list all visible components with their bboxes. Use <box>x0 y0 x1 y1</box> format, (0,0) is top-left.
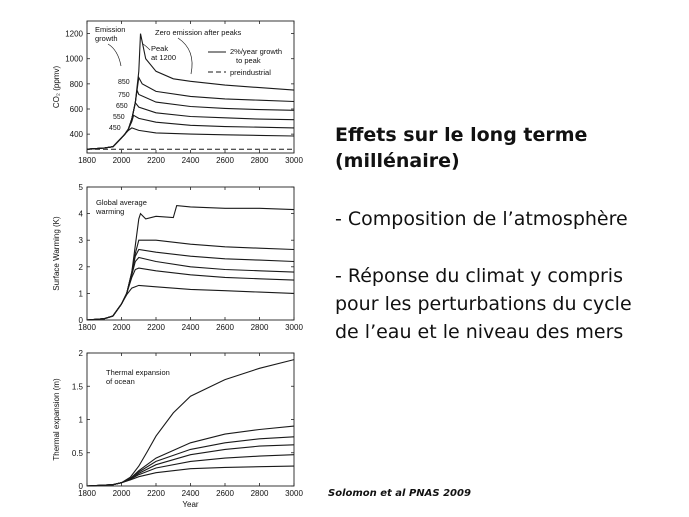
x-tick-label: 2600 <box>216 156 234 165</box>
bullet2-line-3: de l’eau et le niveau des mers <box>335 321 624 343</box>
x-tick-label: 2000 <box>113 323 131 332</box>
y-tick-label: 0 <box>79 482 84 491</box>
x-tick-label: 2200 <box>147 323 165 332</box>
chart-panel-2: 1800 2000 2200 2400 2600 2800 3000 0 1 2 3 4 5 Surfac… <box>52 183 303 332</box>
annotation-zero-emission: Zero emission after peaks <box>155 28 242 37</box>
legend-label-growth-line-1: 2%/year growth <box>230 47 282 56</box>
peak-label-850: 850 <box>118 79 130 86</box>
arrow-emission-growth <box>107 43 122 67</box>
peak-label-550: 550 <box>113 114 125 121</box>
annotation-peak-1200-2: at 1200 <box>151 53 176 62</box>
x-axis-label: Year <box>182 500 199 509</box>
x-tick-label: 2800 <box>251 323 269 332</box>
x-tick-label: 2200 <box>147 489 165 498</box>
x-tick-label: 2600 <box>216 489 234 498</box>
y-tick-label: 1 <box>79 289 84 298</box>
heading-line-1: Effets sur le long terme <box>335 124 588 146</box>
series-line-650 <box>86 256 295 321</box>
arrow-peak <box>142 43 151 51</box>
x-tick-label: 2400 <box>182 323 200 332</box>
y-tick-label: 2 <box>79 349 84 358</box>
x-tick-label: 3000 <box>285 489 303 498</box>
x-tick-label: 2200 <box>147 156 165 165</box>
bullet-climate-response: - Réponse du climat y compris pour les p… <box>335 262 680 346</box>
plot-frame <box>86 20 295 154</box>
y-axis-label: Thermal expansion (m) <box>52 378 61 461</box>
x-tick-label: 3000 <box>285 156 303 165</box>
series-line-550 <box>86 454 295 487</box>
series-line-650 <box>86 444 295 487</box>
citation: Solomon et al PNAS 2009 <box>328 488 471 499</box>
x-tick-label: 2400 <box>182 156 200 165</box>
slide-heading: Effets sur le long terme (millénaire) <box>335 122 675 174</box>
legend-label-preindustrial: preindustrial <box>230 68 271 77</box>
x-tick-label: 2600 <box>216 323 234 332</box>
y-tick-label: 3 <box>79 236 84 245</box>
bullet-atmosphere: - Composition de l’atmosphère <box>335 208 628 230</box>
peak-label-450: 450 <box>109 125 121 132</box>
series-line-1200 <box>86 205 295 321</box>
x-tick-label: 1800 <box>78 156 96 165</box>
x-tick-label: 2800 <box>251 156 269 165</box>
peak-label-650: 650 <box>116 103 128 110</box>
arrow-zero-emission <box>177 37 193 75</box>
annotation-global-average-warming-2: warming <box>95 207 124 216</box>
y-tick-label: 800 <box>70 80 84 89</box>
x-tick-label: 2000 <box>113 489 131 498</box>
legend-label-growth-line-2: to peak <box>236 56 261 65</box>
annotation-peak-1200-1: Peak <box>151 44 168 53</box>
annotation-emission-growth-1: Emission <box>95 25 125 34</box>
x-tick-label: 3000 <box>285 323 303 332</box>
series-line-450 <box>86 284 295 321</box>
bullet2-line-1: - Réponse du climat y compris <box>335 265 623 287</box>
series-line-550 <box>86 267 295 321</box>
y-tick-label: 4 <box>79 210 84 219</box>
annotation-thermal-expansion-1: Thermal expansion <box>106 368 170 377</box>
y-tick-label: 2 <box>79 263 84 272</box>
heading-line-2: (millénaire) <box>335 150 460 172</box>
chart-panel-1: 1800 2000 2200 2400 2600 2800 3000 400 600 800 100… <box>52 20 303 165</box>
bullet2-line-2: pour les perturbations du cycle <box>335 293 632 315</box>
y-tick-label: 1 <box>79 416 84 425</box>
annotation-global-average-warming-1: Global average <box>96 198 147 207</box>
annotation-thermal-expansion-2: of ocean <box>106 377 135 386</box>
x-tick-label: 2800 <box>251 489 269 498</box>
y-tick-label: 400 <box>70 130 84 139</box>
y-tick-label: 1.5 <box>72 382 84 391</box>
chart-panel-3: 1800 2000 2200 2400 2600 2800 3000 0 0.5 1 1.5 2 The… <box>52 349 303 509</box>
x-tick-label: 2400 <box>182 489 200 498</box>
peak-label-750: 750 <box>118 92 130 99</box>
x-tick-label: 1800 <box>78 489 96 498</box>
y-axis-label: CO₂ (ppmv) <box>52 66 61 109</box>
y-axis-label: Surface Warming (K) <box>52 216 61 291</box>
series-line-1200 <box>86 33 295 150</box>
y-tick-label: 1000 <box>65 55 83 64</box>
y-tick-label: 0.5 <box>72 449 84 458</box>
y-tick-label: 1200 <box>65 30 83 39</box>
y-tick-label: 600 <box>70 105 84 114</box>
annotation-emission-growth-2: growth <box>95 34 118 43</box>
x-tick-label: 1800 <box>78 323 96 332</box>
x-tick-label: 2000 <box>113 156 131 165</box>
y-tick-label: 5 <box>79 183 84 192</box>
series-line-1200 <box>86 359 295 487</box>
y-tick-label: 0 <box>79 316 84 325</box>
